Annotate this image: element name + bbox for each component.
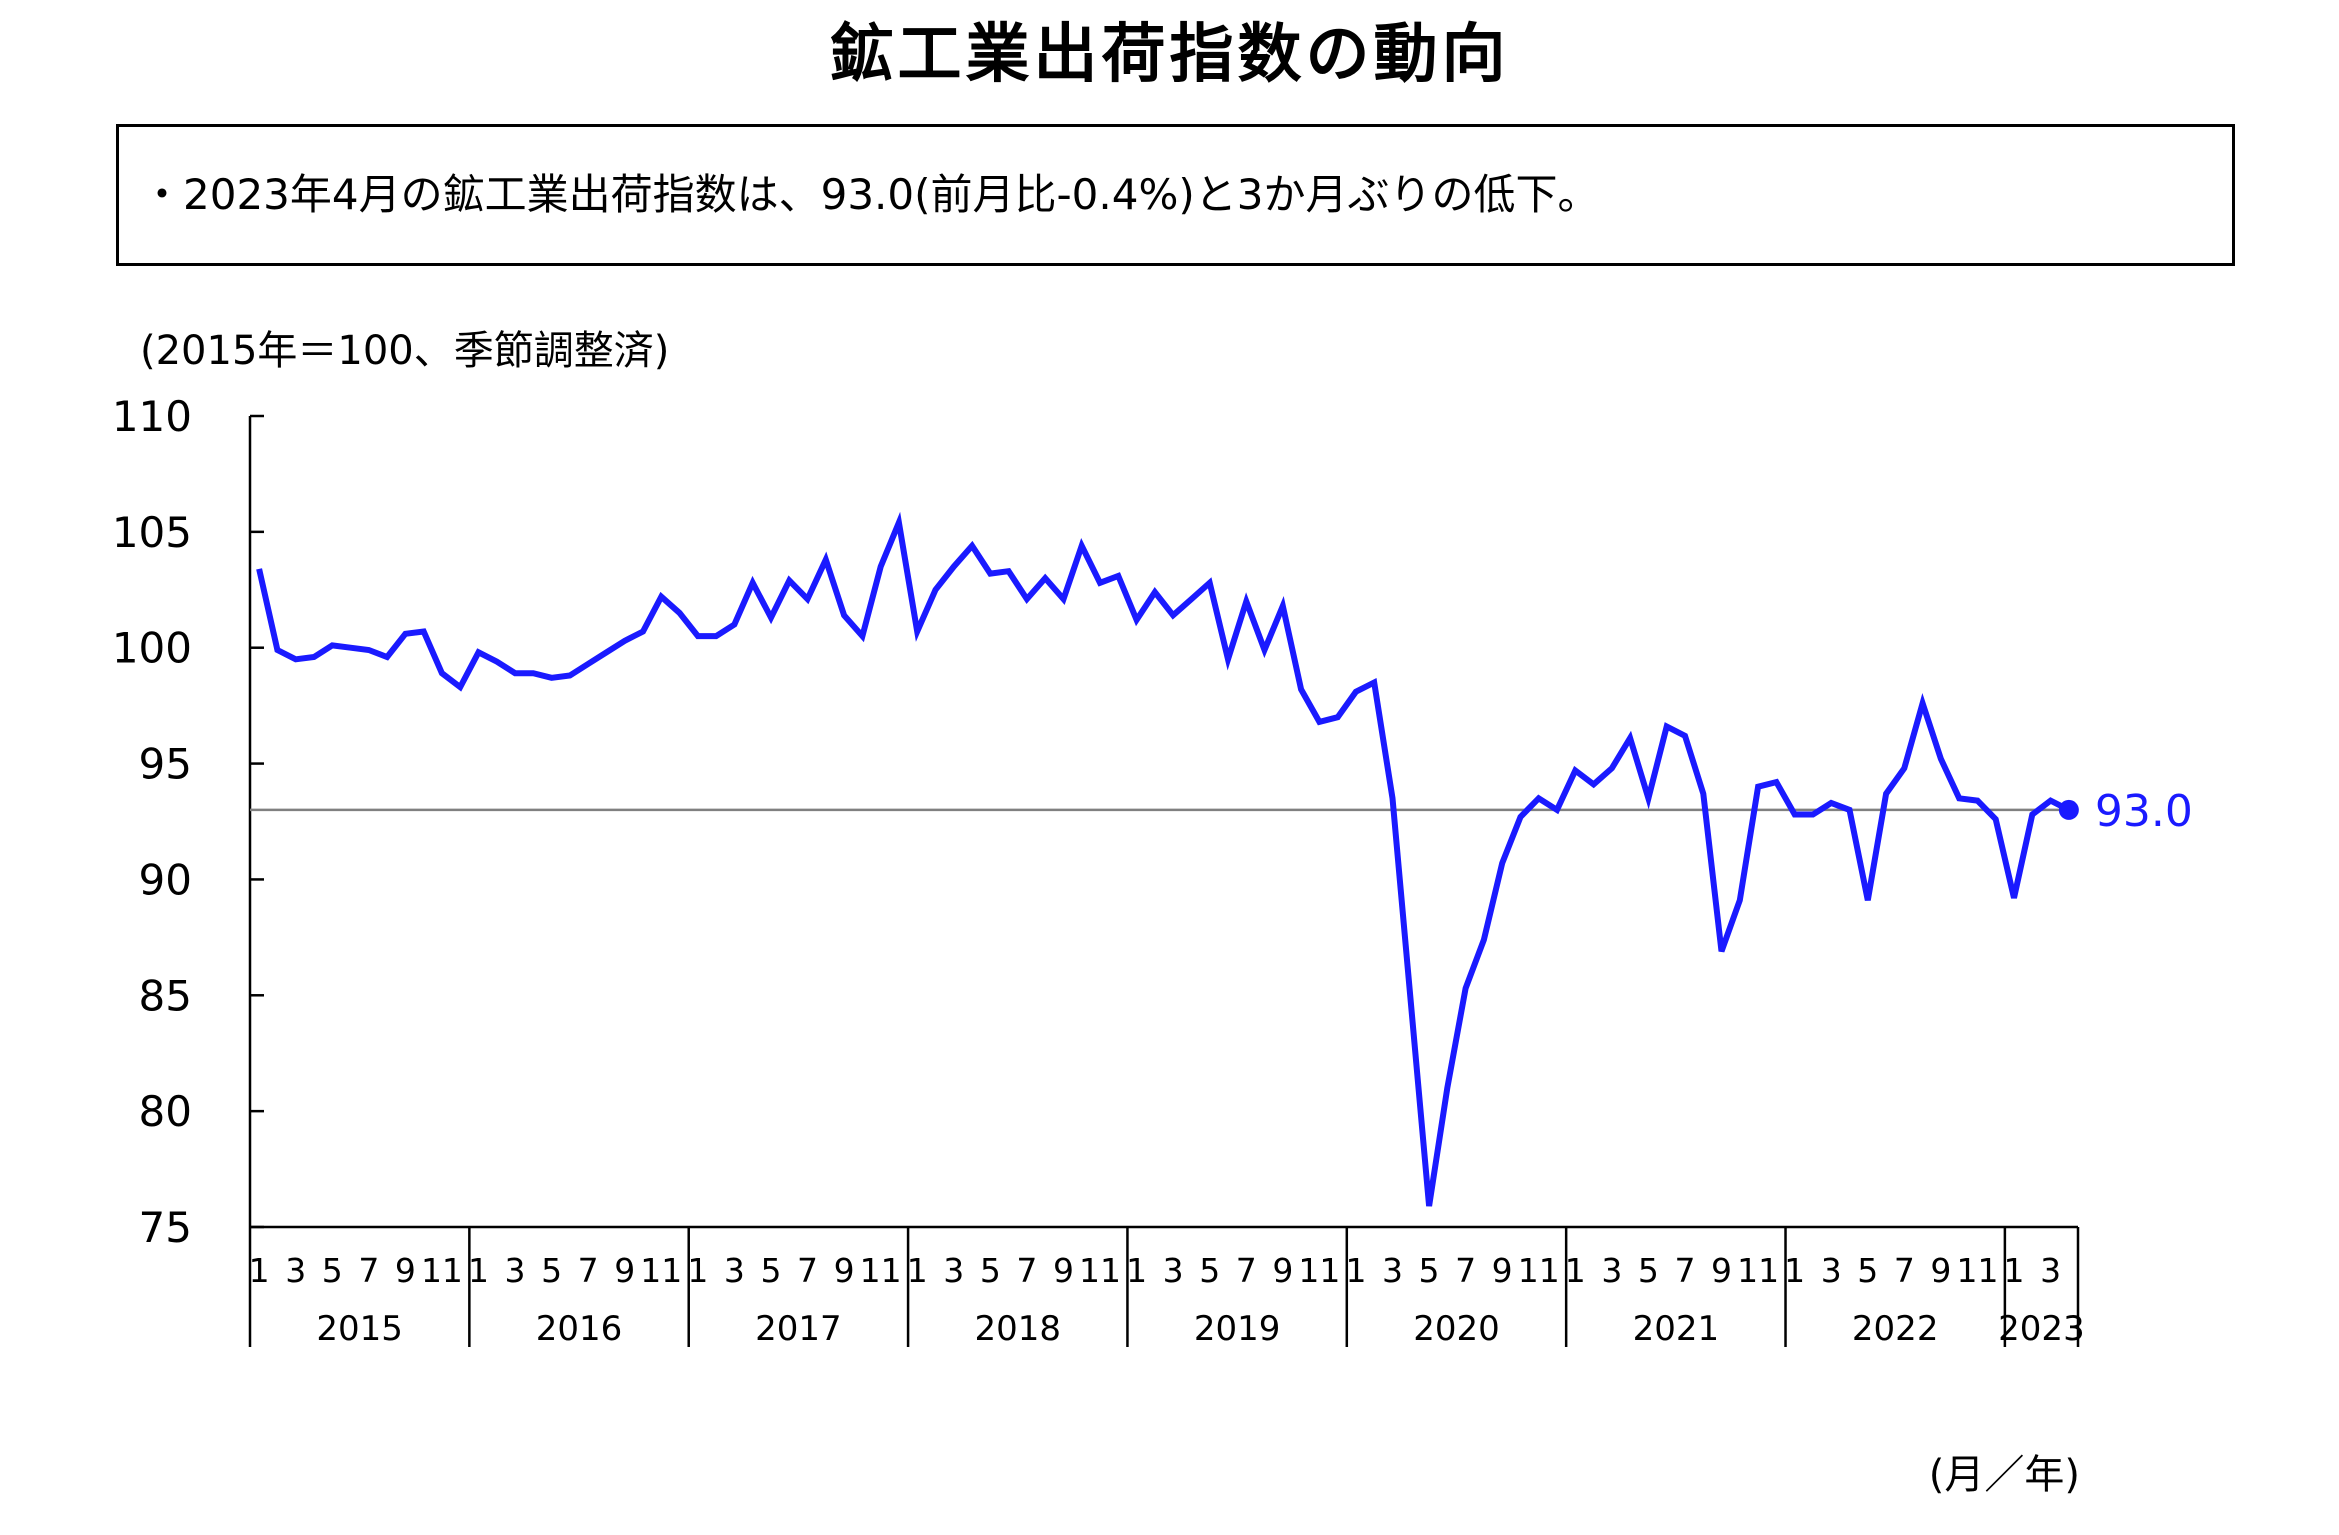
month-tick-label: 9: [1711, 1251, 1732, 1290]
chart-title: 鉱工業出荷指数の動向: [829, 18, 1510, 92]
year-tick-label: 2019: [1194, 1309, 1281, 1349]
month-tick-label: 5: [541, 1251, 562, 1290]
y-tick-label: 90: [139, 855, 192, 904]
month-tick-label: 1: [687, 1251, 708, 1290]
month-tick-label: 7: [1236, 1251, 1257, 1290]
month-tick-label: 3: [285, 1251, 306, 1290]
year-tick-label: 2020: [1413, 1309, 1500, 1349]
year-tick-label: 2018: [974, 1309, 1061, 1349]
year-tick-label: 2017: [755, 1309, 842, 1349]
year-tick-label: 2021: [1633, 1309, 1720, 1349]
y-tick-label: 105: [112, 508, 192, 557]
month-tick-label: 9: [1272, 1251, 1293, 1290]
latest-value-label: 93.0: [2095, 786, 2193, 837]
y-tick-label: 100: [112, 624, 192, 673]
month-tick-label: 1: [468, 1251, 489, 1290]
year-tick-label: 2015: [316, 1309, 403, 1349]
month-tick-label: 5: [760, 1251, 781, 1290]
month-tick-label: 7: [1455, 1251, 1476, 1290]
month-tick-label: 11: [1518, 1251, 1560, 1290]
month-tick-label: 5: [1638, 1251, 1659, 1290]
month-tick-label: 3: [1382, 1251, 1403, 1290]
month-tick-label: 11: [421, 1251, 463, 1290]
month-tick-label: 1: [1126, 1251, 1147, 1290]
month-tick-label: 3: [724, 1251, 745, 1290]
month-tick-label: 1: [1565, 1251, 1586, 1290]
month-tick-label: 9: [1930, 1251, 1951, 1290]
month-tick-label: 5: [1419, 1251, 1440, 1290]
month-tick-label: 3: [1821, 1251, 1842, 1290]
year-tick-label: 2022: [1852, 1309, 1939, 1349]
series-group: 93.0: [256, 511, 2193, 1207]
month-tick-label: 3: [1601, 1251, 1622, 1290]
month-tick-label: 11: [1956, 1251, 1998, 1290]
month-tick-label: 1: [907, 1251, 928, 1290]
month-tick-label: 9: [1492, 1251, 1513, 1290]
month-tick-label: 7: [578, 1251, 599, 1290]
month-tick-label: 7: [358, 1251, 379, 1290]
month-tick-label: 5: [980, 1251, 1001, 1290]
y-tick-label: 110: [112, 392, 192, 441]
month-tick-label: 1: [2004, 1251, 2025, 1290]
x-axis-label: (月／年): [1929, 1452, 2080, 1498]
month-tick-label: 11: [1737, 1251, 1779, 1290]
month-tick-label: 9: [395, 1251, 416, 1290]
month-tick-label: 7: [1894, 1251, 1915, 1290]
month-tick-label: 5: [1199, 1251, 1220, 1290]
month-tick-label: 11: [640, 1251, 682, 1290]
summary-box: ・2023年4月の鉱工業出荷指数は、93.0(前月比-0.4%)と3か月ぶりの低…: [116, 124, 2235, 266]
month-tick-label: 11: [1079, 1251, 1121, 1290]
month-tick-label: 3: [2040, 1251, 2061, 1290]
month-tick-label: 5: [1857, 1251, 1878, 1290]
y-axis-label: (2015年＝100、季節調整済): [140, 328, 669, 374]
month-tick-label: 7: [797, 1251, 818, 1290]
month-tick-label: 7: [1016, 1251, 1037, 1290]
month-tick-label: 3: [505, 1251, 526, 1290]
month-tick-label: 1: [1784, 1251, 1805, 1290]
month-tick-label: 9: [834, 1251, 855, 1290]
month-tick-label: 11: [860, 1251, 902, 1290]
year-tick-label: 2023: [1998, 1309, 2085, 1349]
y-tick-label: 80: [139, 1087, 192, 1136]
month-tick-label: 3: [943, 1251, 964, 1290]
month-tick-label: 11: [1298, 1251, 1340, 1290]
latest-point-marker: [2058, 799, 2079, 820]
y-tick-label: 95: [139, 740, 192, 789]
year-tick-label: 2016: [536, 1309, 623, 1349]
y-tick-label: 75: [139, 1203, 192, 1252]
month-tick-label: 3: [1163, 1251, 1184, 1290]
series-line: [256, 511, 2071, 1207]
month-tick-label: 1: [249, 1251, 270, 1290]
y-tick-label: 85: [139, 971, 192, 1020]
month-tick-label: 9: [1053, 1251, 1074, 1290]
month-tick-label: 1: [1345, 1251, 1366, 1290]
month-tick-label: 9: [614, 1251, 635, 1290]
summary-text: ・2023年4月の鉱工業出荷指数は、93.0(前月比-0.4%)と3か月ぶりの低…: [141, 170, 1600, 219]
month-tick-label: 5: [322, 1251, 343, 1290]
month-tick-label: 7: [1674, 1251, 1695, 1290]
